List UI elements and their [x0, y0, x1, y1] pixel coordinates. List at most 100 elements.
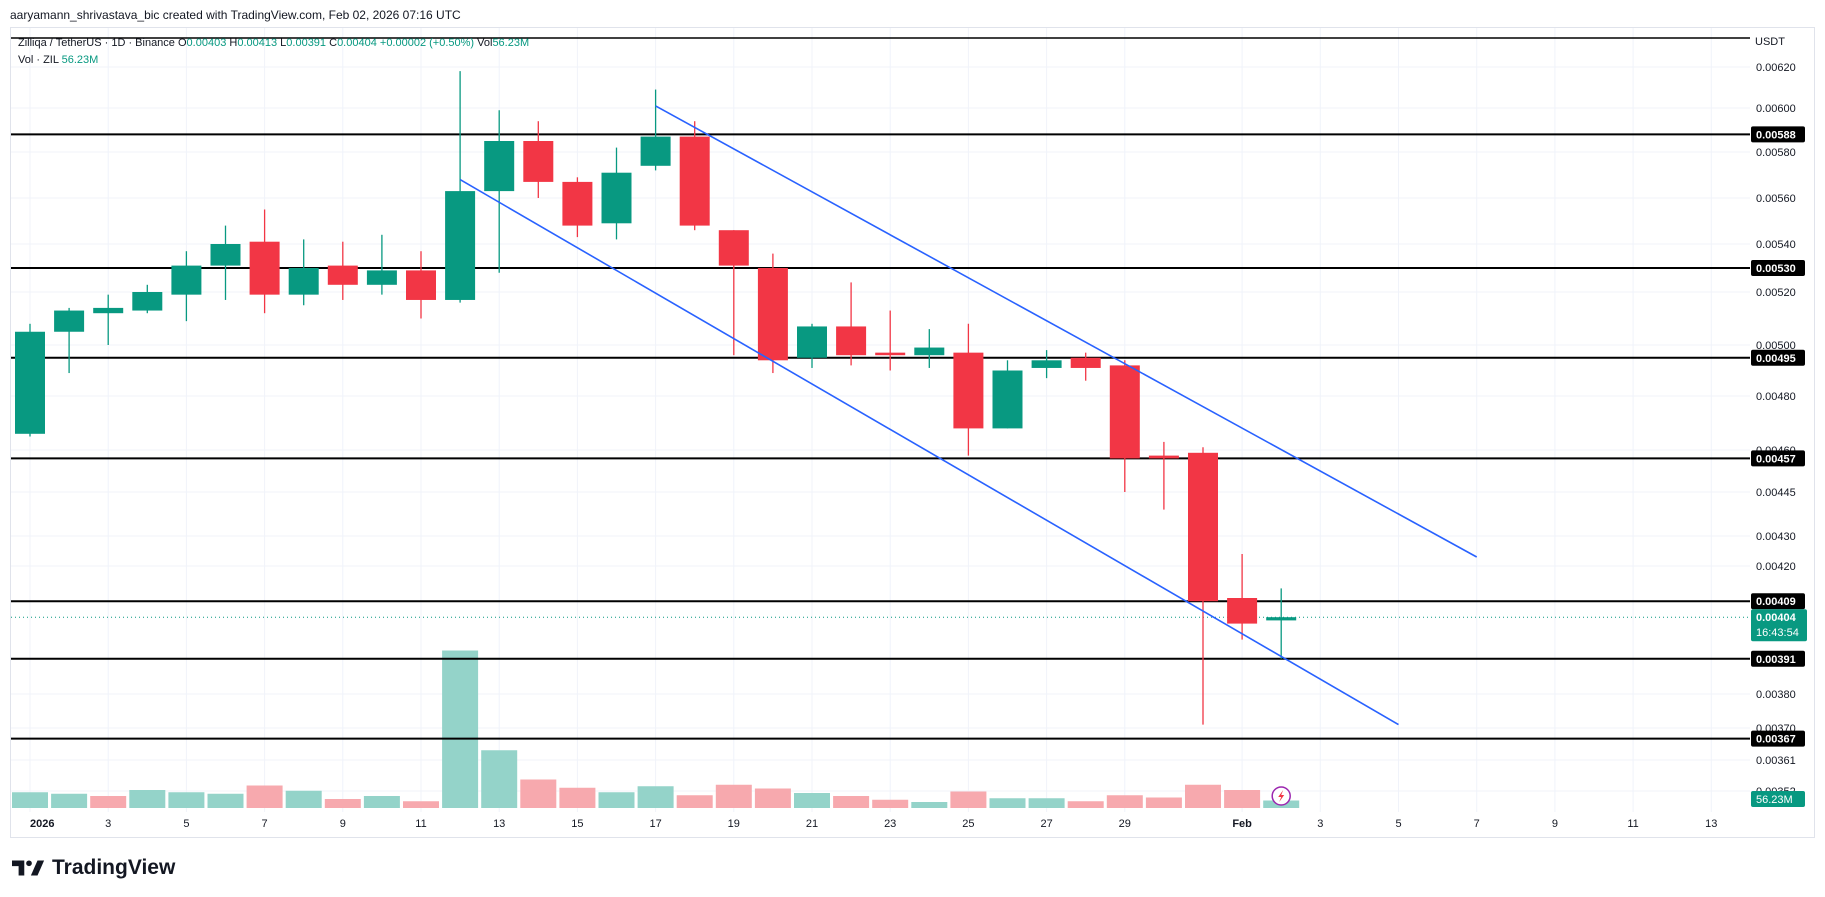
candle-body: [366, 270, 397, 285]
candle-body: [797, 326, 827, 358]
candle: [1266, 588, 1297, 659]
candle: [366, 234, 397, 295]
x-tick-label: 29: [1119, 818, 1131, 830]
volume-bar: [1067, 801, 1104, 808]
x-tick-label: 27: [1040, 818, 1052, 830]
x-tick-label: 3: [105, 818, 111, 830]
candle: [601, 147, 632, 240]
x-tick-label: 13: [1705, 818, 1717, 830]
candle-body: [601, 172, 632, 224]
volume-bar: [911, 802, 948, 808]
candle: [1070, 352, 1101, 381]
level-badge-bg: [1751, 260, 1805, 276]
candle: [953, 323, 984, 456]
legend-symbol[interactable]: Zilliqa / TetherUS · 1D · Binance: [18, 37, 175, 49]
candle: [484, 110, 515, 273]
volume-legend-label[interactable]: Vol · ZIL: [18, 54, 59, 66]
volume-bar: [207, 793, 244, 808]
volume-bar: [1224, 790, 1261, 808]
candle: [875, 310, 906, 371]
volume-bar: [1028, 798, 1065, 808]
flash-icon-bolt: [1278, 790, 1285, 802]
level-badge: 0.00367: [1751, 730, 1805, 747]
x-tick-label: 7: [262, 818, 268, 830]
tradingview-logo-icon: [12, 860, 45, 876]
volume-bar: [246, 785, 283, 808]
candle-body: [93, 307, 124, 314]
level-badge-label: 0.00530: [1756, 263, 1796, 275]
x-tick-label: 15: [571, 818, 583, 830]
candle: [836, 282, 867, 366]
channel-lower-line: [459, 178, 1399, 726]
candle-body: [914, 347, 945, 356]
y-tick-label: 0.00620: [1756, 62, 1796, 74]
volume-bar: [1185, 784, 1221, 808]
candle: [93, 294, 124, 345]
volume-bar: [51, 793, 88, 808]
level-badge-bg: [1751, 593, 1805, 610]
candle-body: [249, 241, 280, 295]
volume-bar: [794, 793, 830, 808]
y-tick-label: 0.00480: [1756, 391, 1796, 403]
level-badge-label: 0.00367: [1756, 734, 1796, 746]
candle: [640, 89, 671, 171]
candle: [992, 360, 1023, 429]
x-tick-label: 25: [962, 818, 974, 830]
legend-vol: 56.23M: [492, 37, 530, 49]
volume-bar: [676, 795, 713, 808]
candle-body: [562, 181, 593, 226]
volume-bar: [715, 784, 752, 808]
flash-icon: [1271, 786, 1291, 806]
candle: [718, 230, 749, 356]
legend-close: 0.00404: [337, 37, 377, 49]
candle-body: [54, 310, 85, 332]
tradingview-brand[interactable]: TradingView: [12, 856, 175, 880]
candle: [1188, 447, 1218, 725]
level-badge: 0.00588: [1751, 126, 1805, 143]
last-price-label: 0.00404: [1756, 612, 1797, 624]
volume-bar: [129, 790, 166, 808]
volume-last-badge: 56.23M: [1751, 791, 1805, 807]
candle-body: [484, 141, 515, 192]
volume-bar: [442, 650, 479, 808]
x-tick-label: 11: [415, 818, 426, 830]
legend-open-label: O: [177, 37, 187, 49]
legend-vol-label: Vol: [477, 37, 493, 49]
level-badge-label: 0.00409: [1756, 596, 1796, 608]
candle-body: [1031, 360, 1062, 368]
level-badge-bg: [1751, 126, 1805, 143]
legend-change: +0.00002 (+0.50%): [379, 37, 475, 49]
y-tick-label: 0.00361: [1756, 755, 1796, 767]
candle-body: [523, 141, 554, 182]
volume-bar: [950, 791, 987, 808]
candle: [210, 225, 241, 300]
level-badge: 0.00409: [1751, 593, 1805, 610]
volume-legend-value: 56.23M: [61, 54, 99, 66]
candle: [679, 121, 710, 231]
candle: [1109, 360, 1140, 492]
chart-caption: aaryamann_shrivastava_bic created with T…: [10, 8, 461, 22]
candle: [797, 323, 827, 368]
candle-body: [210, 244, 241, 266]
candle-body: [132, 292, 163, 311]
candle-body: [1266, 617, 1297, 621]
level-badge-bg: [1751, 650, 1805, 667]
x-tick-label: 7: [1474, 818, 1480, 830]
y-tick-label: 0.00580: [1756, 147, 1796, 159]
currency-label[interactable]: USDT: [1755, 36, 1785, 48]
candle: [327, 241, 358, 300]
x-tick-label: 3: [1317, 818, 1323, 830]
brand-name: TradingView: [52, 856, 176, 879]
volume-bar: [324, 799, 361, 808]
level-badge-label: 0.00391: [1756, 654, 1796, 666]
volume-bar: [481, 750, 518, 808]
candle-body: [327, 265, 358, 285]
y-tick-label: 0.00420: [1756, 561, 1796, 573]
candle-body: [1109, 365, 1140, 459]
candle: [445, 71, 476, 303]
volume-bar: [598, 792, 635, 808]
x-tick-label: 17: [649, 818, 661, 830]
x-tick-label: 21: [806, 818, 818, 830]
x-tick-label: Feb: [1232, 818, 1252, 830]
